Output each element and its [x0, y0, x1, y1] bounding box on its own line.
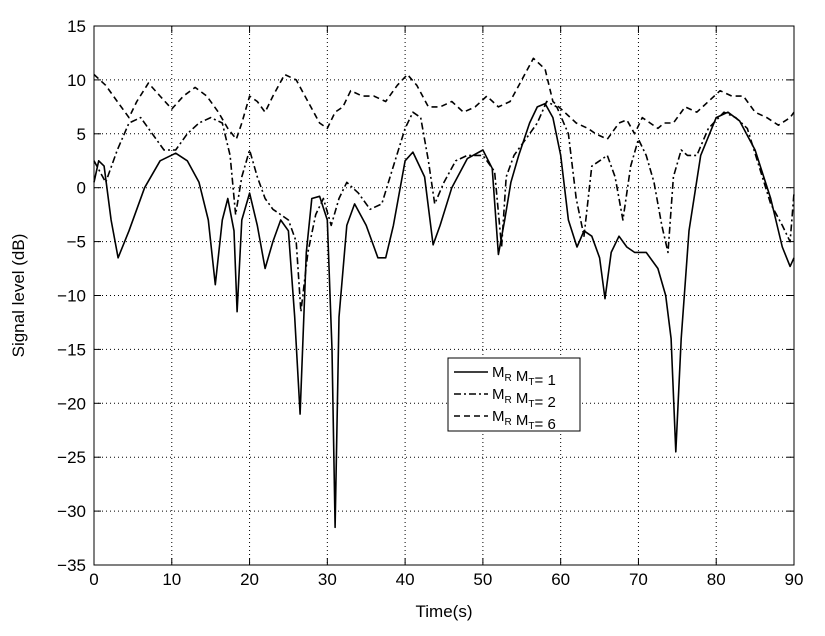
y-tick-label: −25 [57, 448, 86, 467]
y-tick-label: 10 [67, 71, 86, 90]
y-tick-label: −10 [57, 287, 86, 306]
x-tick-label: 60 [551, 570, 570, 589]
y-tick-label: −15 [57, 340, 86, 359]
series-line-1 [93, 102, 795, 529]
y-tick-label: 15 [67, 17, 86, 36]
x-axis-label: Time(s) [416, 602, 473, 621]
x-tick-label: 80 [707, 570, 726, 589]
y-tick-label: −20 [57, 394, 86, 413]
y-tick-label: −30 [57, 502, 86, 521]
legend: MR MT= 1MR MT= 2MR MT= 6 [447, 357, 581, 433]
x-tick-label: 70 [629, 570, 648, 589]
legend-label-2: MR MT= 2 [492, 386, 556, 411]
x-tick-label: 20 [240, 570, 259, 589]
x-tick-label: 50 [473, 570, 492, 589]
y-axis-label: Signal level (dB) [9, 234, 28, 358]
plot-series [93, 57, 795, 529]
y-tick-label: −5 [67, 233, 86, 252]
x-tick-label: 0 [89, 570, 98, 589]
series-line-2 [93, 100, 795, 313]
series-line-3 [93, 57, 795, 140]
legend-label-3: MR MT= 6 [492, 408, 556, 433]
x-tick-label: 40 [396, 570, 415, 589]
x-tick-label: 10 [162, 570, 181, 589]
x-tick-label: 90 [785, 570, 804, 589]
legend-label-1: MR MT= 1 [492, 364, 556, 389]
x-tick-label: 30 [318, 570, 337, 589]
axis-ticks: 0 10 20 30 40 50 60 70 80 90151050−5−10−15−20−25−… [57, 17, 803, 589]
grid-lines [94, 26, 794, 565]
y-tick-label: 0 [77, 179, 86, 198]
y-tick-label: −35 [57, 556, 86, 575]
y-tick-label: 5 [77, 125, 86, 144]
